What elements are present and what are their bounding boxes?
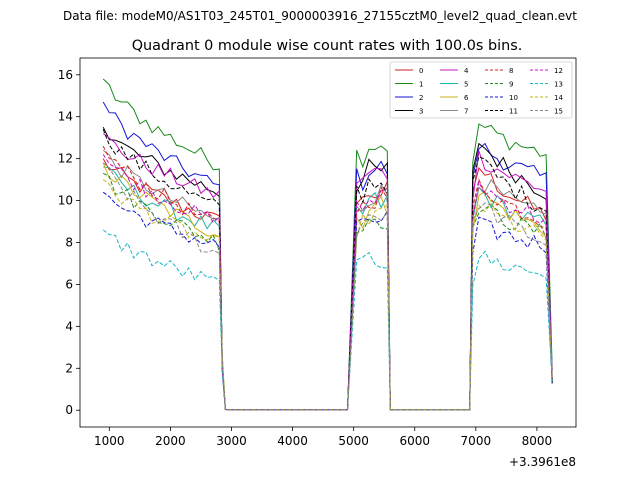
series-line-8 <box>102 145 553 411</box>
x-tick-label: 6000 <box>399 434 430 448</box>
legend-label-11: 11 <box>509 108 518 116</box>
x-tick-label: 4000 <box>277 434 308 448</box>
x-tick-label: 2000 <box>155 434 186 448</box>
legend-box <box>389 61 573 119</box>
legend-label-3: 3 <box>419 108 423 116</box>
x-offset-label: +3.3961e8 <box>509 455 576 469</box>
chart-suptitle: Data file: modeM0/AS1T03_245T01_90000039… <box>63 9 577 23</box>
axes: 1000 2000 3000 4000 5000 6000 7000 800002468101… <box>58 57 577 448</box>
series-line-1 <box>102 78 553 411</box>
series-line-0 <box>102 158 553 411</box>
legend-label-7: 7 <box>464 108 468 116</box>
y-tick-label: 6 <box>65 277 73 291</box>
series-line-7 <box>102 149 553 411</box>
legend-label-12: 12 <box>554 67 563 75</box>
legend-label-1: 1 <box>419 81 423 89</box>
legend-label-2: 2 <box>419 94 423 102</box>
x-tick-label: 8000 <box>522 434 553 448</box>
series-line-15 <box>102 162 553 411</box>
chart-title: Quadrant 0 module wise count rates with … <box>132 38 523 54</box>
legend-label-4: 4 <box>464 67 469 75</box>
series-line-9 <box>102 172 553 411</box>
series-line-12 <box>102 154 553 411</box>
legend-label-5: 5 <box>464 81 468 89</box>
legend-label-15: 15 <box>554 108 563 116</box>
legend-label-14: 14 <box>554 94 563 102</box>
plot-area <box>102 78 553 411</box>
series-line-14 <box>102 179 553 411</box>
y-tick-label: 10 <box>58 194 73 208</box>
y-tick-label: 0 <box>65 403 73 417</box>
y-tick-label: 14 <box>58 110 73 124</box>
x-tick-label: 7000 <box>461 434 492 448</box>
legend-label-10: 10 <box>509 94 518 102</box>
y-tick-label: 16 <box>58 68 73 82</box>
legend-label-8: 8 <box>509 67 513 75</box>
legend-label-0: 0 <box>419 67 423 75</box>
y-tick-label: 8 <box>65 236 73 250</box>
y-tick-label: 4 <box>65 319 73 333</box>
legend-label-6: 6 <box>464 94 469 102</box>
x-tick-label: 1000 <box>94 434 125 448</box>
x-tick-label: 5000 <box>338 434 369 448</box>
y-tick-label: 12 <box>58 152 73 166</box>
legend-label-13: 13 <box>554 81 563 89</box>
series-line-13 <box>102 229 553 411</box>
y-tick-label: 2 <box>65 361 73 375</box>
legend-label-9: 9 <box>509 81 513 89</box>
x-tick-label: 3000 <box>216 434 247 448</box>
